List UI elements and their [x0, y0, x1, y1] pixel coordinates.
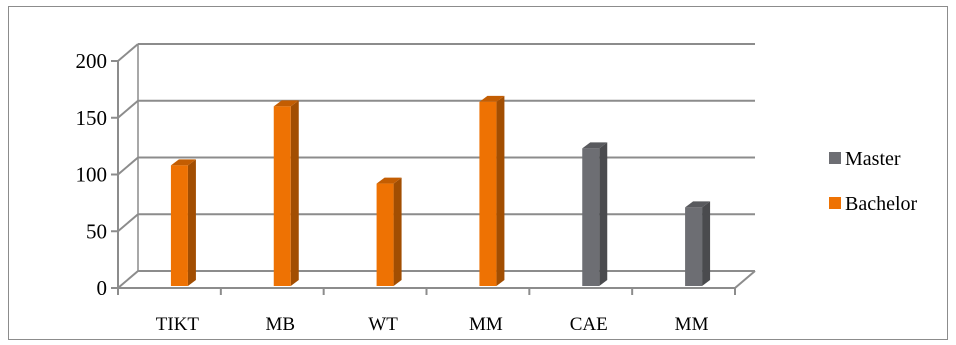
- floor-right-edge: [734, 270, 756, 289]
- legend-item: Bachelor: [829, 193, 918, 215]
- legend-label: Master: [845, 148, 901, 170]
- y-axis: 0 50 100 150 200: [76, 49, 118, 300]
- y-tick-label: 50: [86, 219, 107, 243]
- x-category-label: TIKT: [156, 314, 200, 335]
- legend: Master Bachelor: [829, 148, 918, 215]
- x-category-label: MB: [265, 314, 295, 335]
- bars: [170, 95, 711, 287]
- x-category-label: CAE: [570, 314, 608, 335]
- x-category-label: WT: [368, 314, 398, 335]
- bar: [685, 201, 711, 286]
- legend-swatch: [829, 152, 841, 164]
- x-category-label: MM: [469, 314, 503, 335]
- y-tick-label: 150: [76, 106, 108, 130]
- chart-back-layer: [117, 43, 756, 289]
- gridline: [117, 213, 755, 233]
- y-tick-label: 100: [76, 163, 108, 187]
- x-axis: TIKT MB WT MM CAE MM: [117, 288, 736, 335]
- legend-item: Master: [829, 148, 901, 170]
- gridline: [117, 43, 755, 62]
- legend-swatch: [829, 197, 841, 209]
- legend-label: Bachelor: [845, 193, 918, 215]
- bar: [376, 177, 402, 286]
- gridline: [117, 270, 755, 289]
- gridline: [117, 99, 755, 119]
- x-category-label: MM: [675, 314, 709, 335]
- bar: [479, 95, 505, 286]
- y-tick-label: 200: [76, 49, 108, 73]
- bar: [273, 100, 299, 287]
- chart-frame: [8, 6, 948, 340]
- y-tick-label: 0: [97, 276, 108, 300]
- bar: [170, 159, 196, 286]
- gridline: [117, 156, 755, 176]
- bar: [582, 142, 608, 286]
